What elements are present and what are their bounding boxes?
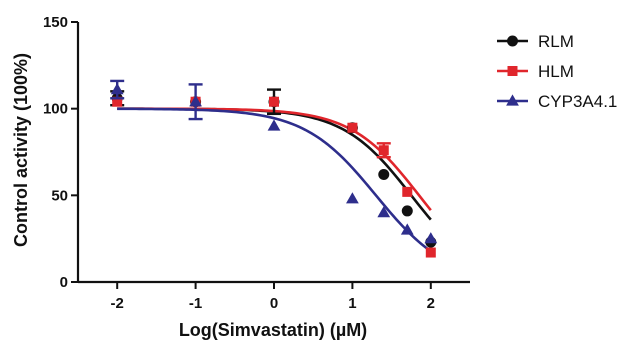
x-tick-label: 1 xyxy=(348,295,356,312)
legend: RLM HLM CYP3A4.1 xyxy=(497,32,617,111)
y-axis-title: Control activity (100%) xyxy=(11,53,31,247)
y-tick-label: 0 xyxy=(60,274,68,291)
x-tick-label: -2 xyxy=(111,295,124,312)
data-point-hlm xyxy=(112,96,123,107)
legend-label: RLM xyxy=(538,32,574,51)
data-point-hlm xyxy=(402,186,413,197)
data-point-rlm xyxy=(401,205,413,217)
data-point-cyp3a4-1 xyxy=(424,232,438,244)
legend-marker xyxy=(507,35,518,47)
data-point-cyp3a4-1 xyxy=(110,83,124,95)
y-tick-label: 50 xyxy=(51,187,68,204)
x-tick-label: 2 xyxy=(427,295,435,312)
y-tick-label: 150 xyxy=(43,14,68,31)
legend-label: HLM xyxy=(538,62,574,81)
data-point-hlm xyxy=(425,247,436,258)
axes: 0 50 100 150 -2 -1 0 1 2 xyxy=(43,14,470,312)
data-point-rlm xyxy=(378,169,390,181)
data-point-cyp3a4-1 xyxy=(189,95,202,107)
data-points xyxy=(110,79,438,258)
x-tick-label: 0 xyxy=(270,295,278,312)
x-axis-title: Log(Simvastatin) (µM) xyxy=(179,320,367,340)
data-point-hlm xyxy=(378,145,389,156)
y-tick-label: 100 xyxy=(43,101,68,118)
data-point-hlm xyxy=(269,96,279,107)
data-point-cyp3a4-1 xyxy=(267,119,281,131)
legend-marker xyxy=(506,94,519,106)
x-tick-label: -1 xyxy=(189,295,202,312)
legend-marker xyxy=(507,66,518,76)
fit-curve-cyp3a4-1 xyxy=(117,107,432,253)
legend-label: CYP3A4.1 xyxy=(538,92,617,111)
data-point-hlm xyxy=(347,122,358,133)
data-point-cyp3a4-1 xyxy=(400,223,414,235)
data-point-cyp3a4-1 xyxy=(346,192,359,204)
data-point-cyp3a4-1 xyxy=(377,206,391,218)
